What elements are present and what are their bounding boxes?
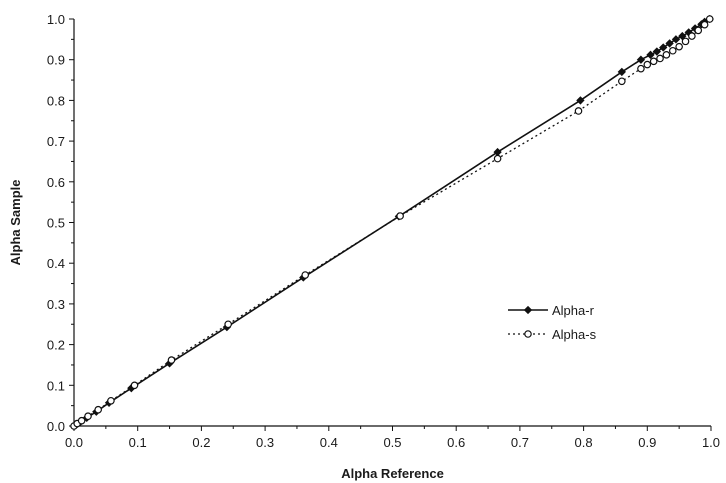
legend-marker-alpha-r (523, 305, 533, 315)
data-point-alpha-s (224, 320, 232, 329)
data-point-alpha-s (493, 154, 502, 163)
y-ticks: 0.0 0.1 0.2 0.3 0.4 0.5 0.6 0.7 0.8 0.9 1.0 (47, 12, 74, 434)
y-tick-label: 0.2 (47, 338, 65, 353)
x-tick-label: 0.8 (575, 435, 593, 450)
data-point-alpha-s (94, 405, 103, 414)
data-point-alpha-s (84, 412, 92, 421)
y-tick-label: 0.0 (47, 419, 65, 434)
data-point-alpha-r (617, 67, 626, 77)
data-point-alpha-s (130, 381, 139, 390)
series-group (69, 14, 714, 431)
data-point-alpha-r (665, 39, 674, 48)
x-tick-label: 0.3 (256, 435, 274, 450)
y-axis-title: Alpha Sample (8, 180, 23, 266)
legend-item-alpha-r: Alpha-r (508, 303, 595, 318)
data-point-alpha-s (694, 26, 703, 35)
x-tick-label: 1.0 (702, 435, 720, 450)
y-tick-label: 0.9 (47, 53, 65, 68)
data-point-alpha-r (576, 96, 585, 105)
x-tick-label: 0.1 (129, 435, 147, 450)
x-tick-label: 0.5 (383, 435, 401, 450)
x-ticks: 0.0 0.1 0.2 0.3 0.4 0.5 0.6 0.7 0.8 0.9 1.0 (65, 426, 720, 450)
y-tick-label: 0.1 (47, 378, 65, 393)
data-point-alpha-s (688, 32, 696, 40)
series-alpha-r (69, 14, 714, 431)
data-point-alpha-s (301, 271, 310, 279)
data-point-alpha-s (396, 212, 404, 220)
x-tick-label: 0.6 (447, 435, 465, 450)
data-point-alpha-s (107, 396, 115, 405)
data-point-alpha-s (649, 57, 658, 66)
legend-label-alpha-r: Alpha-r (552, 303, 595, 318)
data-point-alpha-s (574, 107, 583, 115)
data-point-alpha-s (705, 15, 714, 23)
data-point-alpha-s (618, 77, 626, 86)
data-point-alpha-s (656, 54, 664, 63)
y-tick-label: 0.4 (47, 256, 65, 271)
data-point-alpha-s (637, 64, 645, 73)
x-tick-label: 0.9 (638, 435, 656, 450)
data-point-alpha-s (167, 356, 176, 364)
legend-label-alpha-s: Alpha-s (552, 327, 597, 342)
y-tick-label: 0.8 (47, 93, 65, 108)
legend: Alpha-r Alpha-s (508, 303, 597, 342)
y-tick-label: 0.6 (47, 175, 65, 190)
data-point-alpha-s (700, 20, 709, 29)
x-tick-label: 0.2 (192, 435, 210, 450)
x-tick-label: 0.4 (320, 435, 338, 450)
x-tick-label: 0.7 (511, 435, 529, 450)
data-point-alpha-s (668, 46, 677, 55)
legend-marker-alpha-s (524, 330, 532, 338)
series-alpha-s (70, 15, 714, 430)
data-point-alpha-s (643, 60, 652, 69)
data-point-alpha-r (659, 43, 668, 52)
data-point-alpha-r (652, 47, 662, 56)
y-tick-label: 0.7 (47, 134, 65, 149)
data-point-alpha-s (77, 416, 86, 425)
data-point-alpha-s (681, 37, 690, 46)
x-tick-label: 0.0 (65, 435, 83, 450)
data-point-alpha-r (646, 50, 655, 59)
y-tick-label: 0.5 (47, 216, 65, 231)
data-point-alpha-s (662, 51, 671, 59)
y-tick-label: 1.0 (47, 12, 65, 27)
data-point-alpha-r (636, 55, 646, 64)
y-tick-label: 0.3 (47, 297, 65, 312)
x-axis-title: Alpha Reference (341, 466, 444, 481)
data-point-alpha-r (671, 35, 681, 44)
data-point-alpha-s (675, 42, 683, 51)
legend-item-alpha-s: Alpha-s (508, 327, 597, 342)
